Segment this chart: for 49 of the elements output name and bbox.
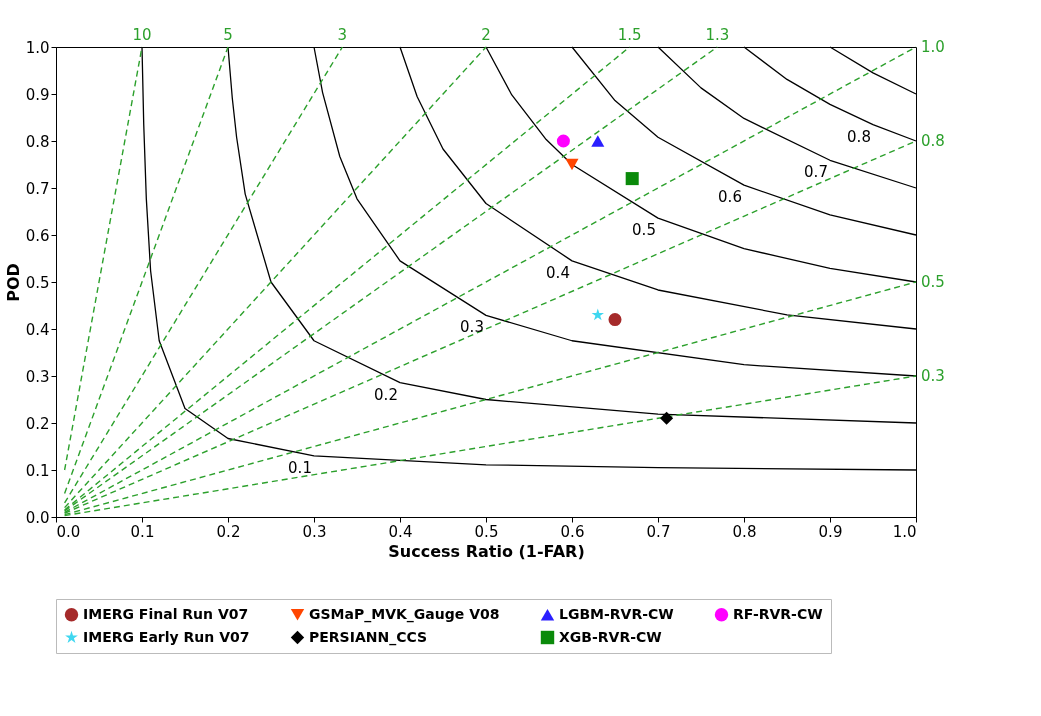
annotation: 0.5 — [632, 221, 656, 240]
y-tick-label: 0.8 — [25, 132, 50, 151]
legend-label: IMERG Final Run V07 — [83, 605, 249, 622]
annotation: 0.3 — [460, 318, 484, 337]
x-tick-label: 1.0 — [892, 522, 917, 541]
annotation: 1.0 — [921, 38, 945, 56]
x-tick-label: 0.4 — [388, 522, 413, 541]
legend-label: GSMaP_MVK_Gauge V08 — [309, 605, 500, 623]
y-tick-label: 1.0 — [25, 38, 50, 57]
x-tick-label: 0.1 — [130, 522, 155, 541]
y-tick-label: 0.4 — [25, 320, 50, 339]
x-tick-label: 0.3 — [302, 522, 327, 541]
x-tick-label: 0.2 — [216, 522, 241, 541]
annotation: 2 — [481, 26, 491, 44]
y-tick-label: 0.6 — [25, 226, 50, 245]
x-tick-label: 0.8 — [732, 522, 757, 541]
annotation: 0.5 — [921, 273, 945, 291]
x-tick-label: 0.7 — [646, 522, 671, 541]
annotation: 10 — [132, 26, 152, 44]
y-tick-label: 0.7 — [25, 179, 50, 198]
y-tick-label: 0.5 — [25, 273, 50, 292]
annotation: 5 — [223, 26, 233, 44]
y-tick-label: 0.0 — [25, 508, 50, 527]
annotation: 0.8 — [847, 127, 871, 146]
legend-label: IMERG Early Run V07 — [83, 628, 250, 645]
annotation: 0.8 — [921, 132, 945, 150]
annotation: 1.5 — [617, 26, 642, 44]
y-tick-label: 0.9 — [25, 85, 50, 104]
legend-label: LGBM-RVR-CW — [559, 605, 674, 622]
annotation: 0.4 — [546, 263, 570, 282]
y-tick-label: 0.1 — [25, 461, 50, 480]
annotation: 0.7 — [804, 163, 828, 182]
legend-label: RF-RVR-CW — [733, 605, 823, 622]
legend-label: XGB-RVR-CW — [559, 628, 662, 645]
y-axis-title: POD — [3, 263, 23, 302]
x-axis-title: Success Ratio (1-FAR) — [388, 541, 585, 561]
annotation: 3 — [337, 26, 348, 44]
y-tick-label: 0.3 — [25, 367, 50, 386]
y-tick-label: 0.2 — [25, 414, 50, 433]
annotation: 0.1 — [288, 458, 312, 477]
annotation: 0.2 — [374, 385, 398, 404]
legend-label: PERSIANN_CCS — [309, 628, 428, 646]
annotation: 1.3 — [705, 26, 730, 44]
x-tick-label: 0.5 — [474, 522, 499, 541]
x-tick-label: 0.0 — [56, 522, 81, 541]
annotation: 0.6 — [718, 188, 742, 207]
x-tick-label: 0.9 — [818, 522, 843, 541]
x-tick-label: 0.6 — [560, 522, 585, 541]
annotation: 0.3 — [921, 367, 945, 385]
